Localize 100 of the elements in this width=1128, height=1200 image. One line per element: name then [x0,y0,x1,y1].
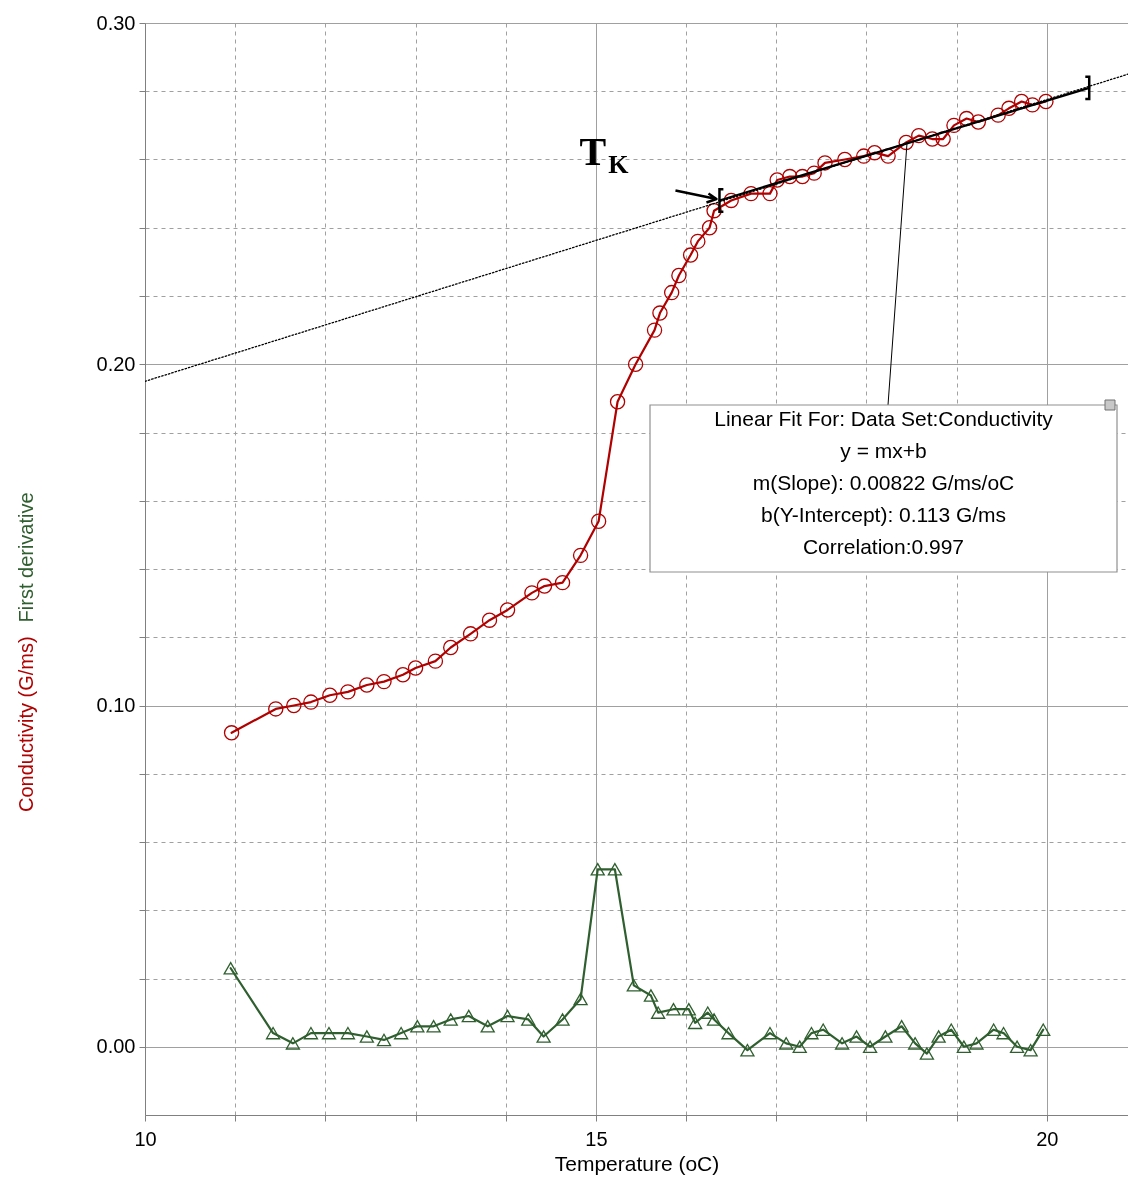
point [924,131,941,147]
point [1013,93,1030,110]
point [285,1037,301,1050]
point [958,110,975,127]
point [1036,1023,1051,1036]
point [782,168,798,185]
point [911,127,927,144]
point [590,863,605,876]
point [849,1030,864,1043]
point [701,220,718,236]
annotation: Linear Fit For: Data Set:Conductivity y = mx+b m(Slope): 0.00822 G/ms/oC b(Y-Intercept): 0.113 G/ms Correlation:0.997 [714,407,1054,558]
point [462,626,479,642]
point [794,168,811,185]
point [410,1019,425,1033]
point [817,155,833,171]
point [779,1037,794,1050]
point [946,117,962,134]
text: Conductivity (G/ms) [15,636,37,812]
point [223,725,240,741]
point [908,1037,923,1050]
point [944,1023,959,1036]
point [743,185,759,202]
point [878,1030,893,1043]
point [792,1040,807,1054]
point [969,1037,984,1050]
point [443,639,459,656]
point [521,1013,536,1026]
point [990,107,1006,123]
point [866,144,883,161]
point [572,547,589,564]
point [723,192,739,209]
point [303,1026,319,1040]
point [970,114,987,130]
point [626,979,641,992]
point [646,322,663,338]
point [862,1040,878,1054]
point [303,694,319,710]
y-tick-label: 0.30 [96,11,136,34]
point [536,578,553,594]
point [359,677,375,693]
point [481,612,498,628]
point [837,151,853,168]
point [834,1037,850,1050]
point [643,989,659,1002]
point [376,1033,392,1047]
point [898,134,914,151]
point [650,1006,666,1019]
point [461,1009,476,1023]
point [1023,1043,1038,1057]
y-tick-label: 0.20 [96,352,136,375]
point [536,1030,551,1043]
point [359,1030,375,1043]
point [666,1002,681,1016]
point [762,185,778,202]
point [395,667,411,683]
point [986,1023,1001,1036]
x-tick-label: 10 [134,1127,157,1150]
point [663,284,680,301]
point [740,1043,755,1057]
point [443,1013,458,1026]
point [393,1026,409,1040]
point [769,172,785,188]
point [590,513,607,529]
point [268,701,284,717]
point [407,660,424,676]
x-axis-title: Temperature (oC) [554,1151,720,1175]
point [1009,1040,1025,1054]
point [671,267,687,284]
point [690,233,706,250]
point [499,602,516,618]
point [573,992,588,1006]
point [555,1013,570,1026]
point [1038,93,1054,110]
point [956,1040,972,1054]
point [681,1002,696,1016]
point [706,1013,722,1026]
point [682,247,699,263]
point [627,356,644,372]
point [554,574,571,591]
point [1001,100,1017,117]
x-tick-label: 20 [1036,1127,1059,1150]
point [480,1019,495,1033]
point [607,863,623,876]
y-tick-label: 0.00 [96,1035,136,1058]
point [806,165,822,181]
point [856,148,872,164]
point [687,1016,703,1030]
x-tick-label: 15 [585,1127,608,1150]
point [427,653,444,669]
point [1024,97,1041,113]
point [762,1026,778,1040]
text: First derivative [15,492,37,623]
point [931,1030,946,1043]
point [816,1023,831,1036]
point [706,202,722,219]
point [223,961,238,975]
point [721,1026,736,1040]
point [894,1019,909,1033]
point [340,684,356,700]
point [652,305,668,321]
